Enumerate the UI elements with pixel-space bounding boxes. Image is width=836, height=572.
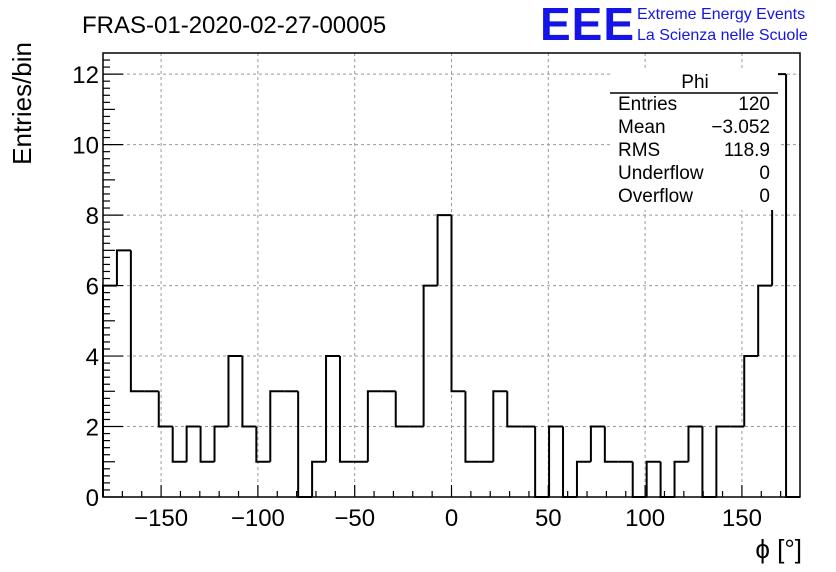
histogram-bin-28 [492,390,508,462]
histogram-bin-31 [534,426,550,498]
x-tick-label-0: −150 [134,505,188,532]
stats-box-name: Phi [681,72,708,93]
histogram-bin-4 [157,391,173,428]
y-tick-label-3: 6 [86,274,99,301]
histogram-bin-35 [589,425,605,462]
axis-tick-labels: −150 −100 −50 0 50 100 150 0 2 4 6 8 10 12 [72,62,762,532]
histogram-bin-15 [311,460,327,497]
histogram-bin-23 [422,284,438,427]
histogram-bin-24 [436,214,452,286]
logo-line-2: La Scienza nelle Scuole [637,27,808,44]
histogram-bin-12 [269,390,285,462]
y-tick-label-1: 2 [86,415,99,442]
stats-value-underflow: 0 [759,163,770,184]
histogram-bin-1 [115,249,131,286]
stats-value-mean: −3.052 [711,117,770,138]
x-tick-label-2: −50 [334,505,375,532]
histogram-bin-39 [645,460,661,497]
y-axis-title: Entries/bin [7,42,37,165]
histogram-bin-14 [297,391,313,498]
histogram-bin-21 [394,391,410,428]
x-tick-label-6: 150 [722,505,762,532]
histogram-bin-19 [366,390,382,462]
histogram-bin-40 [659,461,675,498]
histogram-bin-6 [185,425,201,462]
histogram-bin-17 [338,356,354,463]
chart-title: FRAS-01-2020-02-27-00005 [82,12,386,39]
histogram-bin-16 [325,355,340,462]
x-tick-label-3: 0 [445,505,458,532]
stats-label-rms: RMS [618,140,660,161]
histogram-bin-33 [562,426,577,498]
histogram-bin-32 [548,425,564,497]
eee-logo: EEE [540,0,635,50]
stats-box: Phi Entries 120 Mean −3.052 RMS 118.9 Underflo… [610,70,778,210]
histogram-bin-41 [673,460,689,497]
stats-value-overflow: 0 [759,186,770,207]
stats-label-overflow: Overflow [618,186,693,207]
logo-line-1: Extreme Energy Events [637,6,805,23]
histogram-bin-47 [757,284,773,357]
x-tick-label-5: 100 [625,505,665,532]
stats-label-mean: Mean [618,117,666,138]
y-tick-label-2: 4 [86,344,99,371]
histogram-bin-42 [687,425,703,462]
stats-value-rms: 118.9 [724,140,770,161]
histogram-bin-9 [227,355,243,427]
histogram-bin-8 [213,425,229,462]
y-tick-label-6: 12 [72,62,99,89]
histogram-bin-43 [701,426,717,498]
histogram-bin-29 [506,391,522,428]
histogram-bin-36 [603,426,619,463]
histogram-bin-10 [241,356,257,428]
histogram-bin-7 [199,426,215,463]
histogram-bars [102,73,800,498]
histogram-bin-5 [171,426,187,463]
stats-value-entries: 120 [738,94,770,115]
x-tick-label-1: −100 [231,505,285,532]
histogram-bin-11 [255,426,271,463]
y-tick-label-4: 8 [86,203,99,230]
x-axis-title: ϕ [°] [755,534,802,564]
y-tick-label-0: 0 [86,485,99,512]
histogram-bin-44 [715,425,731,497]
histogram-bin-34 [575,460,591,497]
stats-label-entries: Entries [618,94,677,115]
axis-ticks [103,59,782,498]
y-tick-label-5: 10 [72,133,99,160]
histogram-bin-46 [743,355,759,427]
histogram-bin-25 [450,215,466,393]
stats-label-underflow: Underflow [618,163,704,184]
histogram-bin-26 [464,391,480,463]
x-tick-label-4: 50 [535,505,562,532]
histogram-bin-2 [129,250,145,393]
